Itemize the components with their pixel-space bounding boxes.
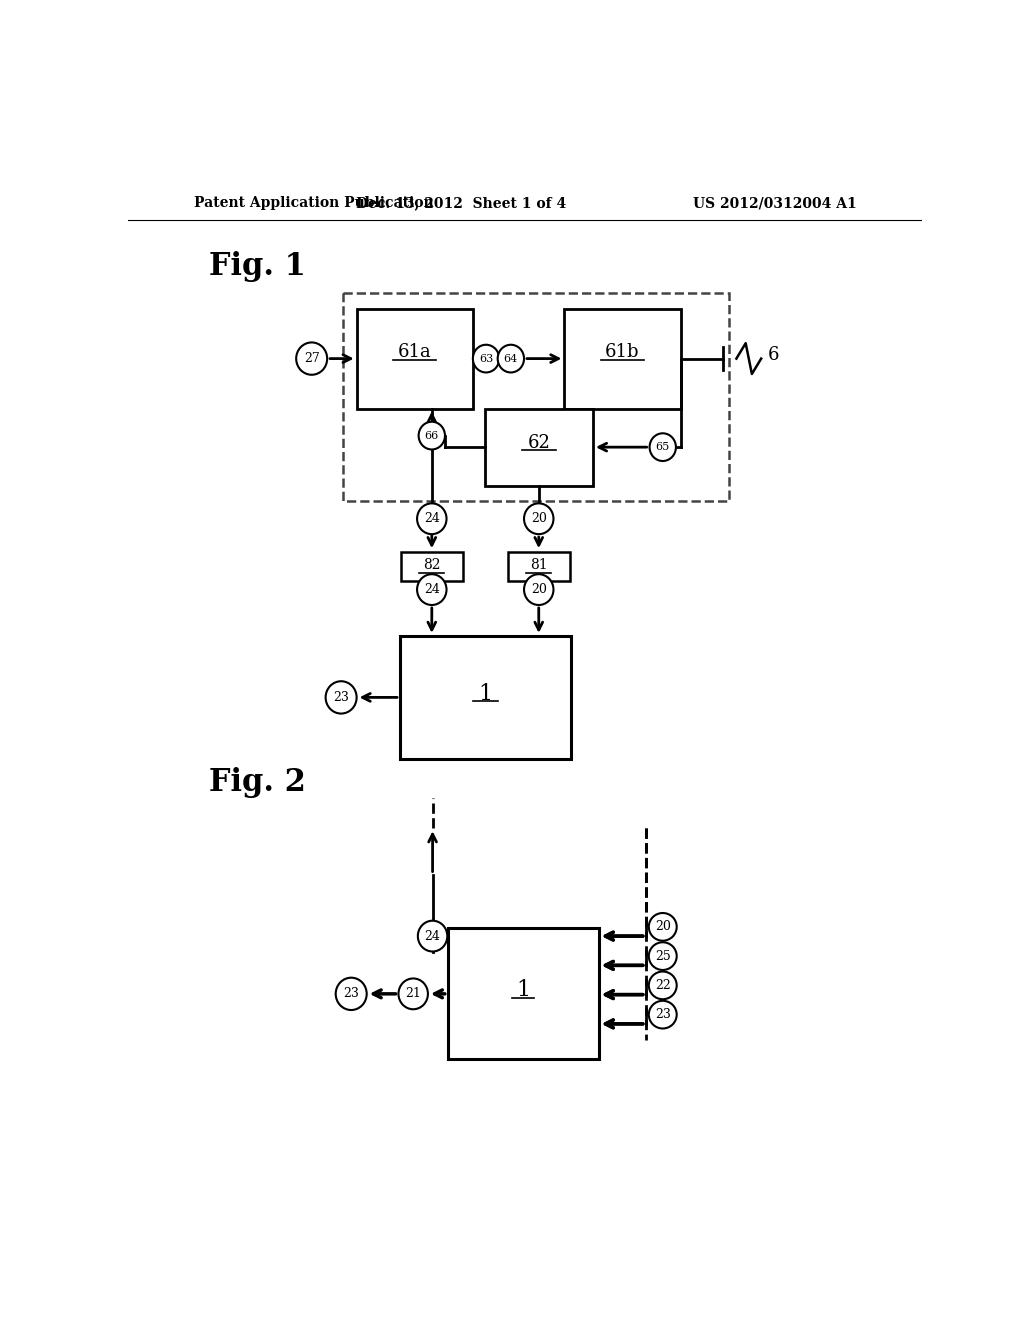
- Text: 66: 66: [425, 430, 439, 441]
- Text: 22: 22: [655, 979, 671, 991]
- Text: 63: 63: [479, 354, 494, 363]
- Ellipse shape: [524, 503, 554, 535]
- Text: 24: 24: [425, 929, 440, 942]
- Ellipse shape: [649, 433, 676, 461]
- Ellipse shape: [649, 1001, 677, 1028]
- Ellipse shape: [649, 972, 677, 999]
- Bar: [484, 409, 593, 486]
- Text: 27: 27: [304, 352, 319, 366]
- Bar: [447, 928, 599, 1059]
- Ellipse shape: [649, 942, 677, 970]
- Text: 23: 23: [654, 1008, 671, 1022]
- Text: 61a: 61a: [398, 343, 432, 362]
- Text: 24: 24: [424, 583, 439, 597]
- Text: 81: 81: [530, 558, 548, 572]
- Text: 62: 62: [527, 433, 550, 451]
- Ellipse shape: [296, 342, 328, 375]
- Ellipse shape: [473, 345, 500, 372]
- Text: 20: 20: [530, 512, 547, 525]
- Bar: [400, 636, 570, 759]
- Text: 24: 24: [424, 512, 439, 525]
- Text: 25: 25: [655, 949, 671, 962]
- Text: 1: 1: [478, 682, 493, 705]
- Text: 21: 21: [406, 987, 421, 1001]
- Text: Patent Application Publication: Patent Application Publication: [194, 197, 433, 210]
- Ellipse shape: [336, 978, 367, 1010]
- Text: 82: 82: [423, 558, 440, 572]
- Ellipse shape: [417, 574, 446, 605]
- Text: 1: 1: [516, 979, 530, 1001]
- Ellipse shape: [398, 978, 428, 1010]
- Text: Fig. 1: Fig. 1: [209, 251, 306, 281]
- Ellipse shape: [326, 681, 356, 714]
- Text: 23: 23: [333, 690, 349, 704]
- Bar: [564, 309, 681, 409]
- Ellipse shape: [524, 574, 554, 605]
- Ellipse shape: [419, 422, 445, 450]
- Text: 6: 6: [767, 346, 779, 364]
- Text: 64: 64: [504, 354, 518, 363]
- Ellipse shape: [498, 345, 524, 372]
- Bar: [356, 309, 473, 409]
- Ellipse shape: [417, 503, 446, 535]
- Bar: [400, 552, 463, 581]
- Text: 65: 65: [655, 442, 670, 453]
- Bar: [508, 552, 569, 581]
- Text: 61b: 61b: [605, 343, 640, 362]
- Text: Fig. 2: Fig. 2: [209, 767, 306, 797]
- Text: US 2012/0312004 A1: US 2012/0312004 A1: [693, 197, 856, 210]
- Text: 20: 20: [530, 583, 547, 597]
- Text: Dec. 13, 2012  Sheet 1 of 4: Dec. 13, 2012 Sheet 1 of 4: [356, 197, 566, 210]
- Ellipse shape: [649, 913, 677, 941]
- Text: 20: 20: [654, 920, 671, 933]
- Bar: [343, 293, 729, 502]
- Ellipse shape: [418, 921, 447, 952]
- Text: 23: 23: [343, 987, 359, 1001]
